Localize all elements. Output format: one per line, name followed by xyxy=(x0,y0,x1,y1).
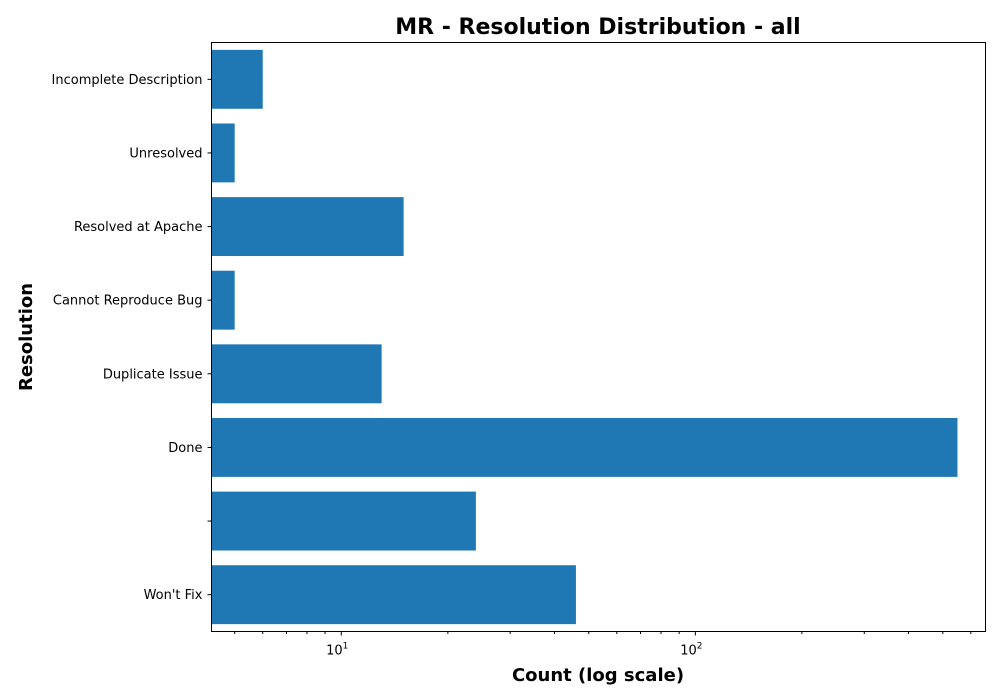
bar xyxy=(211,123,235,183)
bar xyxy=(211,417,958,477)
y-axis: Won't Fix Done Duplicate Issue Cannot Repro… xyxy=(52,73,212,603)
y-tick-label: Cannot Reproduce Bug xyxy=(53,294,203,309)
bar xyxy=(211,344,382,404)
y-tick-label: Unresolved xyxy=(129,146,202,161)
x-tick-exponent: 2 xyxy=(697,642,703,652)
y-tick-label: Won't Fix xyxy=(144,588,203,603)
x-tick-base: 10 xyxy=(680,644,697,659)
x-tick-exponent: 1 xyxy=(343,642,349,652)
bar xyxy=(211,49,263,109)
y-tick-label: Duplicate Issue xyxy=(103,367,203,382)
x-axis: 101 102 xyxy=(234,631,972,659)
x-axis-label: Count (log scale) xyxy=(512,665,684,686)
bar xyxy=(211,270,235,330)
bars-layer xyxy=(211,49,958,625)
plot-frame xyxy=(211,42,986,632)
x-tick-label: 102 xyxy=(680,642,702,659)
x-tick-base: 10 xyxy=(326,644,343,659)
y-tick-label: Incomplete Description xyxy=(52,73,203,88)
bar xyxy=(211,491,476,551)
bar xyxy=(211,565,576,625)
y-tick-label: Done xyxy=(168,441,202,456)
x-tick-label: 101 xyxy=(326,642,348,659)
y-axis-label: Resolution xyxy=(16,283,37,391)
y-tick-label: Resolved at Apache xyxy=(74,220,203,235)
bar xyxy=(211,197,404,257)
chart-title: MR - Resolution Distribution - all xyxy=(395,15,800,40)
